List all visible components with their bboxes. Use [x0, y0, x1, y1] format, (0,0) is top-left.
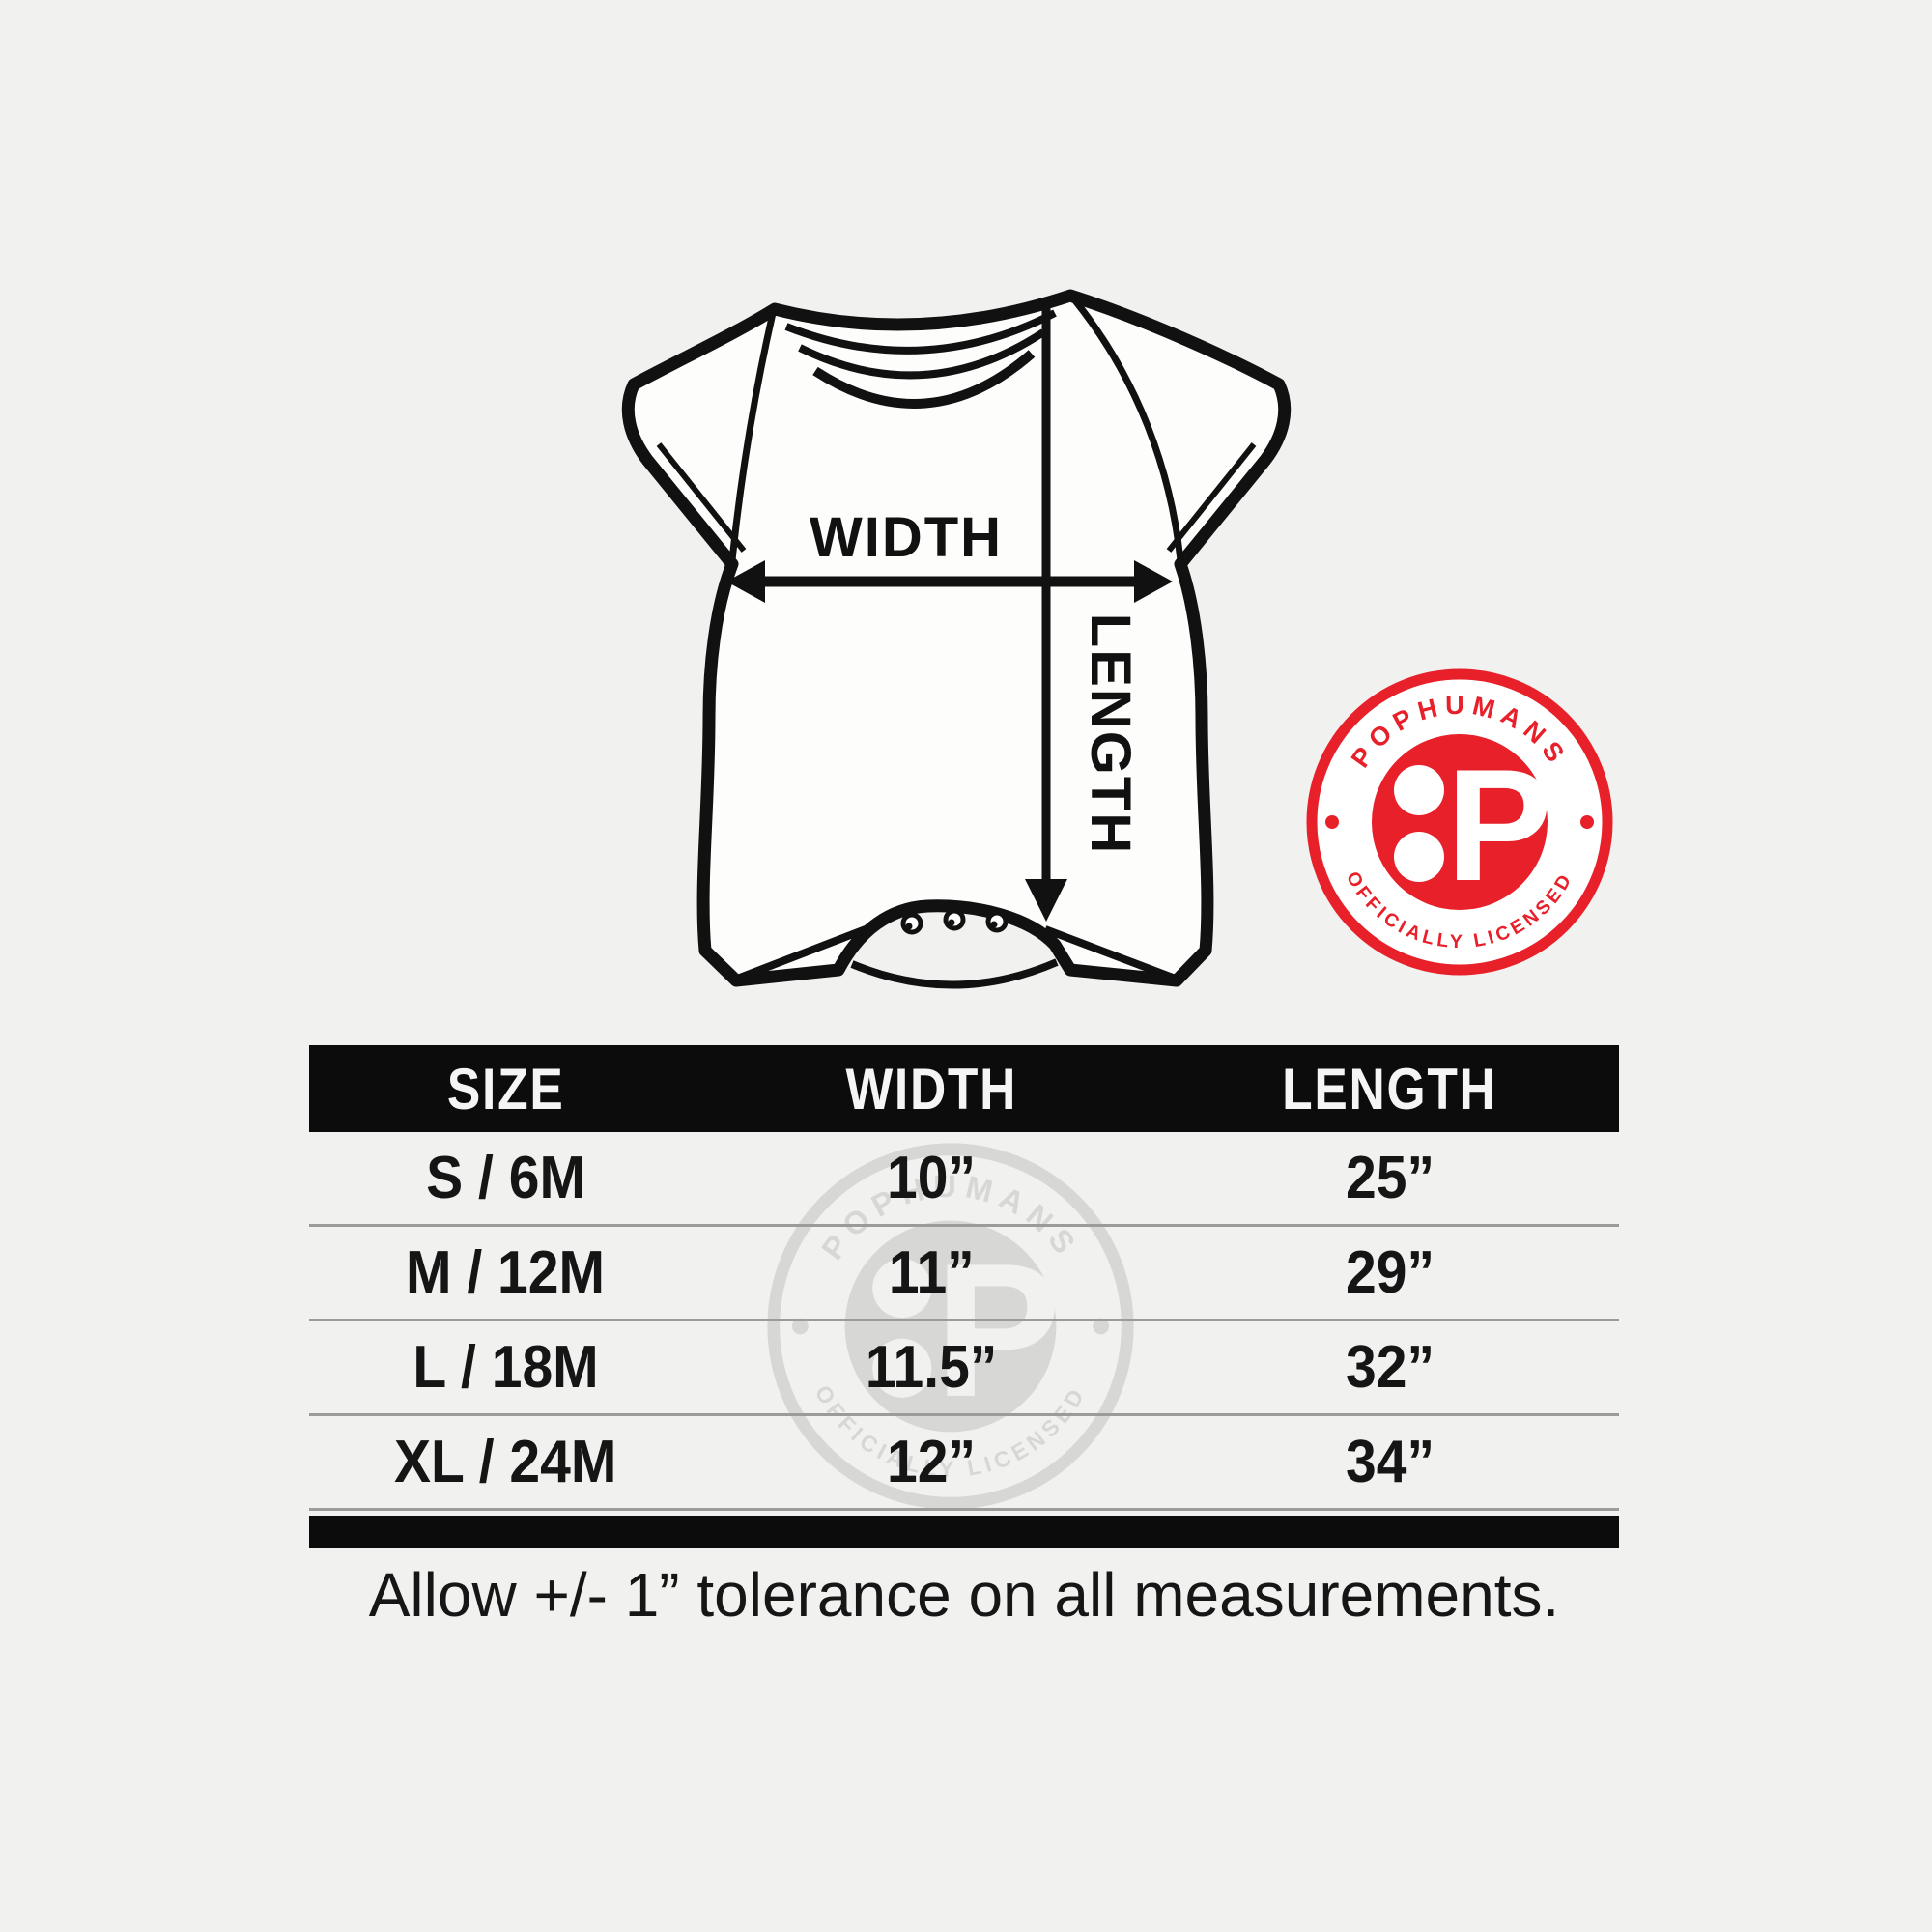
badge-colon-dot-bottom [1394, 832, 1444, 882]
row-width-cell: 12” [702, 1428, 1161, 1496]
width-value: 12” [887, 1429, 977, 1495]
crotch-flap-seam [850, 958, 1059, 989]
badge-left-dot [1325, 815, 1339, 829]
row-length-cell: 32” [1160, 1333, 1619, 1402]
watermark-outer-ring [767, 1143, 1134, 1510]
length-value: 34” [1345, 1429, 1435, 1495]
right-leg-seam [1043, 925, 1175, 981]
table-bottom-bar [309, 1516, 1619, 1548]
onesie-outline [621, 289, 1292, 987]
length-value: 32” [1345, 1334, 1435, 1401]
width-value: 11.5” [865, 1334, 998, 1401]
length-arrow [1025, 307, 1067, 922]
watermark-colon-dot-bottom [872, 1338, 932, 1398]
row-length-cell: 25” [1160, 1144, 1619, 1212]
header-width-label: WIDTH [845, 1056, 1017, 1122]
watermark-right-dot [1093, 1318, 1110, 1335]
collar-rib-line-2 [798, 328, 1046, 380]
right-cuff-line [1166, 442, 1257, 553]
length-value: 25” [1345, 1145, 1435, 1211]
table-row: S / 6M 10” 25” [309, 1132, 1619, 1227]
size-value: L / 18M [412, 1334, 599, 1401]
left-cuff-line [656, 442, 747, 553]
left-leg-seam [738, 925, 867, 981]
right-sleeve-seam [1071, 297, 1184, 561]
width-arrow [726, 560, 1173, 603]
table-header-row: SIZE WIDTH LENGTH [309, 1045, 1619, 1132]
row-width-cell: 11” [702, 1238, 1161, 1307]
table-row: XL / 24M 12” 34” [309, 1416, 1619, 1511]
header-width: WIDTH [702, 1056, 1161, 1122]
header-length: LENGTH [1160, 1056, 1619, 1122]
onesie-diagram: WIDTH LENGTH [609, 253, 1304, 1007]
table-row: L / 18M 11.5” 32” [309, 1321, 1619, 1416]
onesie-illustration: WIDTH LENGTH [621, 289, 1292, 989]
tolerance-note-text: Allow +/- 1” tolerance on all measuremen… [368, 1560, 1560, 1630]
watermark-seal: POPHUMANS OFFICIALLY LICENSED P [767, 1143, 1134, 1510]
row-size-cell: S / 6M [309, 1144, 702, 1212]
size-value: XL / 24M [394, 1429, 617, 1495]
row-length-cell: 34” [1160, 1428, 1619, 1496]
badge-colon-dot-top [1394, 765, 1444, 815]
row-size-cell: M / 12M [309, 1238, 702, 1307]
watermark-colon-dot-top [872, 1259, 932, 1319]
size-value: M / 12M [406, 1239, 606, 1306]
row-size-cell: L / 18M [309, 1333, 702, 1402]
width-value: 10” [887, 1145, 977, 1211]
badge-right-dot [1580, 815, 1594, 829]
header-size-label: SIZE [446, 1056, 565, 1122]
row-width-cell: 10” [702, 1144, 1161, 1212]
size-chart-table: SIZE WIDTH LENGTH S / 6M 10” 25” M / 12M… [309, 1045, 1619, 1548]
row-size-cell: XL / 24M [309, 1428, 702, 1496]
length-value: 29” [1345, 1239, 1435, 1306]
table-row: M / 12M 11” 29” [309, 1227, 1619, 1321]
collar-rib-line-1 [784, 309, 1057, 355]
row-width-cell: 11.5” [702, 1333, 1161, 1402]
row-length-cell: 29” [1160, 1238, 1619, 1307]
size-value: S / 6M [425, 1145, 585, 1211]
length-label: LENGTH [1079, 613, 1142, 855]
brand-watermark: POPHUMANS OFFICIALLY LICENSED P [760, 1136, 1141, 1517]
badge-monogram: P [1446, 736, 1552, 914]
header-size: SIZE [309, 1056, 702, 1122]
collar-neckline [812, 350, 1036, 409]
header-length-label: LENGTH [1282, 1056, 1497, 1122]
watermark-monogram: P [934, 1224, 1061, 1436]
snap-buttons [900, 908, 1009, 935]
left-sleeve-seam [728, 312, 777, 561]
tolerance-note: Allow +/- 1” tolerance on all measuremen… [309, 1559, 1619, 1631]
badge-seal: POPHUMANS OFFICIALLY LICENSED P [1306, 668, 1613, 976]
brand-badge: POPHUMANS OFFICIALLY LICENSED P [1295, 658, 1624, 986]
width-value: 11” [888, 1239, 975, 1306]
watermark-left-dot [791, 1318, 809, 1335]
width-label: WIDTH [810, 506, 1003, 569]
